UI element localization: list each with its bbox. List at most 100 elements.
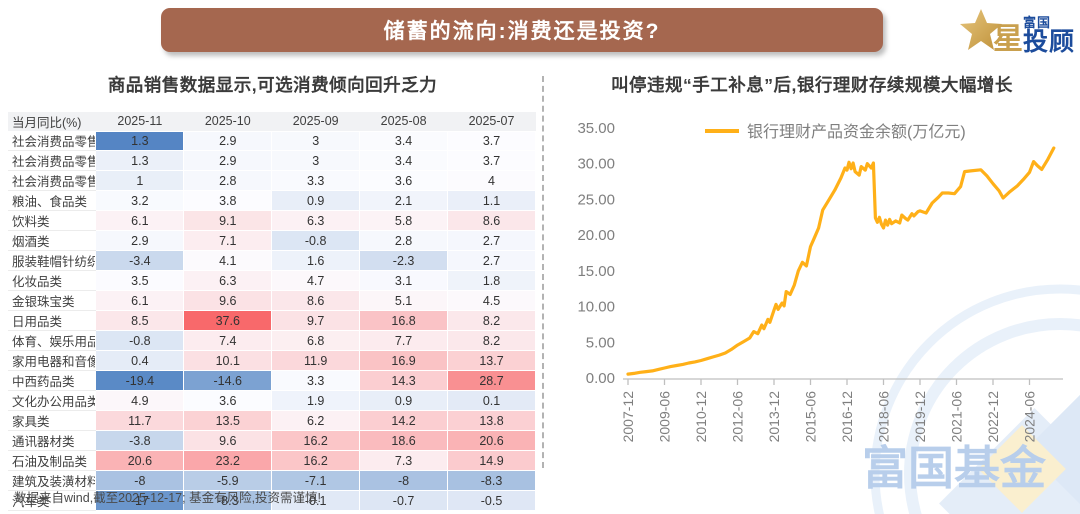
table-cell: 14.9: [447, 450, 536, 471]
table-cell: 3.3: [271, 370, 361, 391]
table-cell: 3.4: [359, 150, 449, 171]
row-label: 中西药品类: [8, 370, 96, 391]
table-cell: 4.9: [95, 390, 185, 411]
row-label: 饮料类: [8, 210, 96, 231]
table-cell: 13.8: [447, 410, 536, 431]
x-tick-label: 2024-06: [1022, 391, 1038, 443]
table-cell: -5.9: [183, 470, 273, 491]
table-cell: 3.7: [447, 130, 536, 151]
table-header: 当月同比(%) 2025-11 2025-10 2025-09 2025-08 …: [8, 112, 536, 131]
table-cell: 16.9: [359, 350, 449, 371]
footnote: 数据来自wind,截至2025-12-17; 基金有风险,投资需谨慎!: [14, 491, 322, 505]
table-row: 家具类 11.7 13.5 6.2 14.2 13.8: [8, 410, 536, 431]
table-row: 文化办公用品类 4.9 3.6 1.9 0.9 0.1: [8, 390, 536, 411]
brand-name-bottom: 投顾: [1022, 28, 1075, 56]
x-tick-label: 2018-06: [876, 391, 892, 443]
table-cell: 14.2: [359, 410, 449, 431]
brand-logo: 星 富国 投顾: [959, 5, 1075, 55]
row-label: 化妆品类: [8, 270, 96, 291]
col-header-month: 2025-09: [271, 112, 360, 131]
table-cell: 4.7: [271, 270, 361, 291]
row-label: 汽车类: [8, 490, 96, 511]
table-row: 粮油、食品类 3.2 3.8 0.9 2.1 1.1: [8, 190, 536, 211]
table-cell: 2.8: [359, 230, 449, 251]
row-label: 家具类: [8, 410, 96, 431]
table-cell: -8: [359, 470, 449, 491]
table-cell: 3: [271, 130, 361, 151]
retail-sales-table: 当月同比(%) 2025-11 2025-10 2025-09 2025-08 …: [8, 112, 536, 511]
table-cell: 6.1: [95, 290, 185, 311]
table-cell: 3: [271, 150, 361, 171]
table-row: 汽车类 -17 -8.3 -0.1 -0.7 -0.5: [8, 490, 536, 511]
y-tick-label: 25.00: [577, 191, 615, 208]
row-label: 社会消费品零售总额: [8, 131, 96, 151]
title-banner: 储蓄的流向:消费还是投资?: [161, 8, 883, 52]
table-row: 服装鞋帽针纺织品类-3.44.11.6-2.32.7: [8, 250, 536, 271]
row-label: 石油及制品类: [8, 450, 96, 471]
table-cell: 7.7: [359, 330, 449, 351]
table-cell: 2.1: [359, 190, 449, 211]
table-cell: 5.8: [359, 210, 449, 231]
x-tick-label: 2019-12: [912, 391, 928, 443]
x-tick-label: 2021-06: [949, 391, 965, 443]
table-cell: 6.2: [271, 410, 361, 431]
table-cell: 9.7: [271, 310, 361, 331]
table-row: 社会消费品零售总额:商品零售1.32.933.43.7: [8, 150, 536, 171]
y-tick-label: 35.00: [577, 120, 615, 137]
table-cell: 0.9: [271, 190, 361, 211]
table-cell: 13.5: [183, 410, 273, 431]
table-row: 化妆品类 3.5 6.3 4.7 3.1 1.8: [8, 270, 536, 291]
row-label: 服装鞋帽针纺织品类: [8, 250, 96, 271]
table-cell: 16.2: [271, 450, 361, 471]
table-cell: 4: [447, 170, 536, 191]
y-tick-label: 0.00: [586, 370, 615, 387]
table-cell: 6.1: [95, 210, 185, 231]
table-cell: 11.7: [95, 410, 185, 431]
table-cell: 6.3: [183, 270, 273, 291]
page-title: 储蓄的流向:消费还是投资?: [383, 20, 661, 43]
row-label: 烟酒类: [8, 230, 96, 251]
table-cell: 1.3: [95, 130, 185, 151]
table-cell: 1.3: [95, 150, 185, 171]
table-cell: 3.2: [95, 190, 185, 211]
row-label: 通讯器材类: [8, 430, 96, 451]
table-cell: 9.6: [183, 430, 273, 451]
table-cell: 3.5: [95, 270, 185, 291]
table-body: 社会消费品零售总额1.32.933.43.7社会消费品零售总额:商品零售1.32…: [8, 130, 536, 511]
table-cell: -19.4: [95, 370, 185, 391]
table-cell: 13.7: [447, 350, 536, 371]
table-cell: 8.6: [271, 290, 361, 311]
table-row: 通讯器材类 -3.8 9.6 16.2 18.6 20.6: [8, 430, 536, 451]
x-tick-label: 2022-12: [985, 391, 1001, 443]
chart-section-title: 叫停违规“手工补息”后,银行理财存续规模大幅增长: [611, 75, 1013, 95]
table-cell: 3.1: [359, 270, 449, 291]
x-tick-label: 2009-06: [657, 391, 673, 443]
x-tick-label: 2013-12: [766, 391, 782, 443]
row-label: 建筑及装潢材料类: [8, 470, 96, 491]
table-row: 石油及制品类 20.6 23.2 16.2 7.3 14.9: [8, 450, 536, 471]
row-label: 日用品类: [8, 310, 96, 331]
table-cell: 8.6: [447, 210, 536, 231]
table-cell: 5.1: [359, 290, 449, 311]
table-cell: -0.1: [271, 490, 361, 511]
table-cell: 4.5: [447, 290, 536, 311]
line-chart: 银行理财产品资金余额(万亿元) 0.00 5.00 10.00 15.00 20.00 25…: [577, 120, 1063, 443]
table-cell: 23.2: [183, 450, 273, 471]
series-line: [626, 146, 1056, 376]
y-tick-label: 15.00: [577, 263, 615, 280]
table-cell: 20.6: [447, 430, 536, 451]
x-tick-label: 2016-12: [839, 391, 855, 443]
table-row: 饮料类 6.1 9.1 6.3 5.8 8.6: [8, 210, 536, 231]
table-cell: 37.6: [183, 310, 273, 331]
table-cell: -14.6: [183, 370, 273, 391]
table-cell: 3.6: [359, 170, 449, 191]
y-tick-label: 30.00: [577, 156, 615, 173]
table-cell: 10.1: [183, 350, 273, 371]
table-cell: 2.9: [183, 150, 273, 171]
table-row: 社会消费品零售总额1.32.933.43.7: [8, 130, 536, 151]
table-cell: -2.3: [359, 250, 449, 271]
table-cell: -8.3: [183, 490, 273, 511]
table-row: 建筑及装潢材料类-8-5.9-7.1-8-8.3: [8, 470, 536, 491]
table-cell: -0.8: [95, 330, 185, 351]
